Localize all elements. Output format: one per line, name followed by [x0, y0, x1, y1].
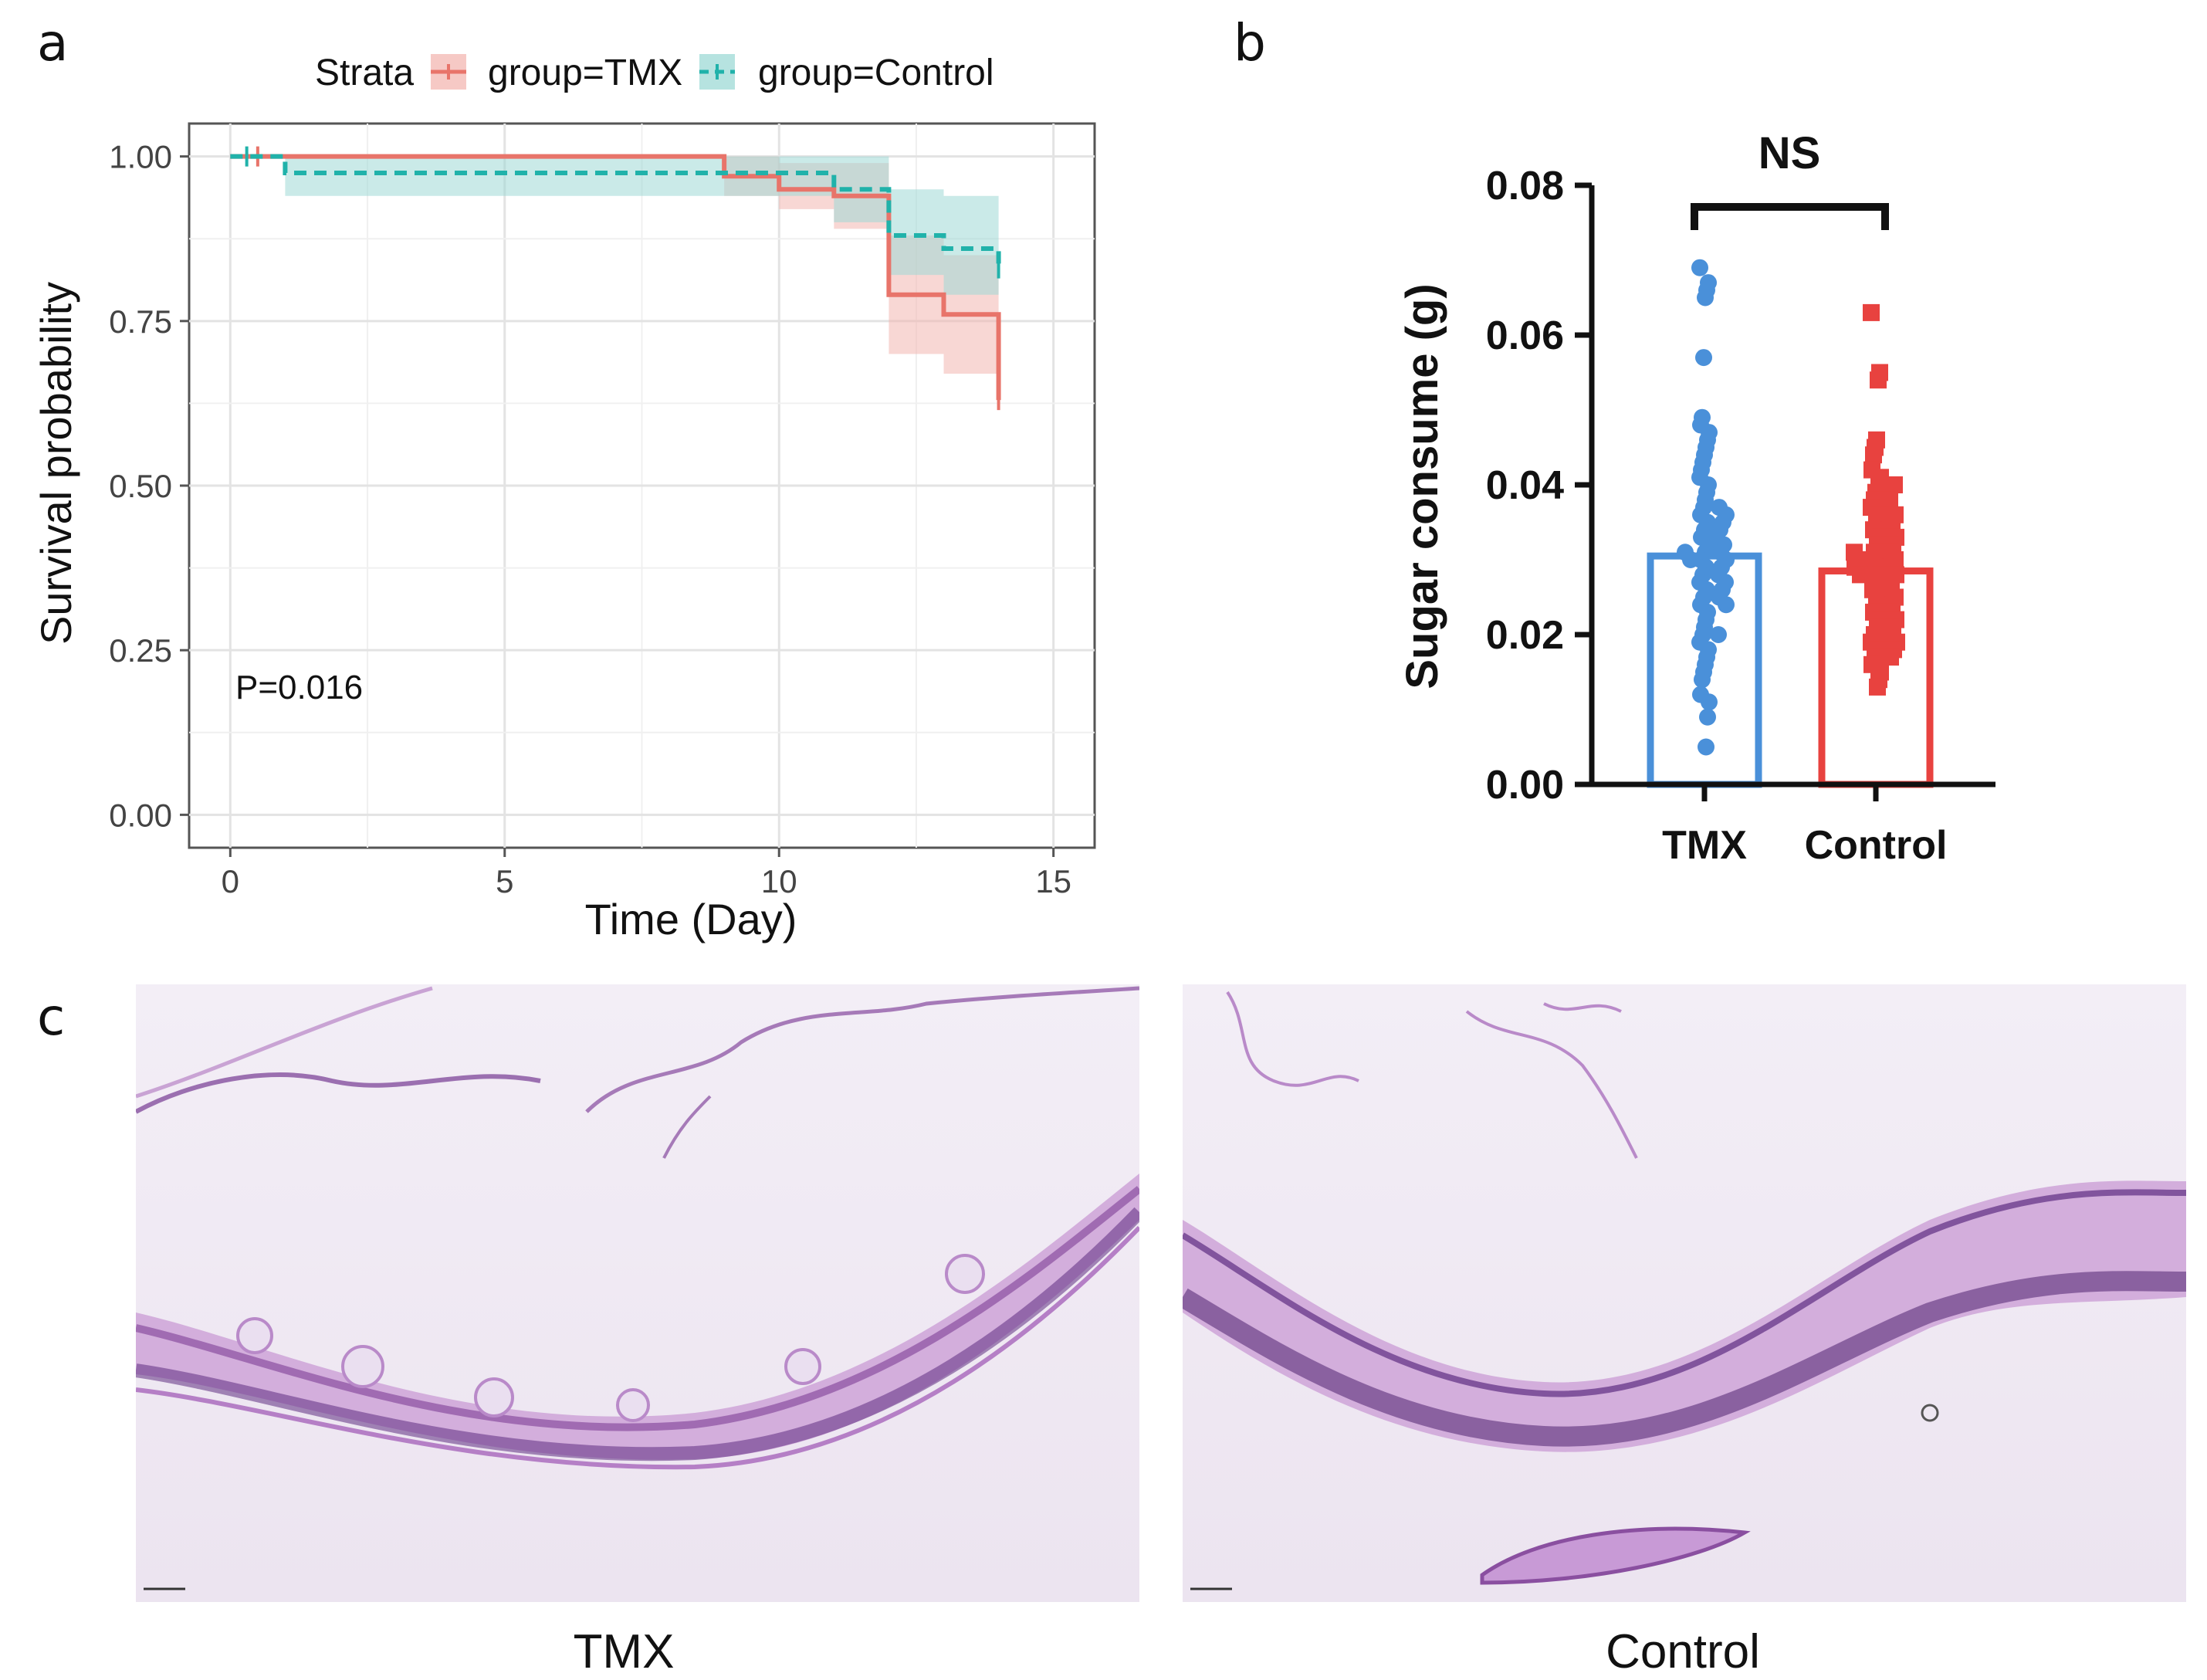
km-y-tick-label: 0.25	[109, 632, 172, 669]
km-y-axis-title: Survival probability	[32, 282, 80, 645]
panel-letter-c: c	[37, 987, 65, 1047]
significance-bracket: NS	[1691, 128, 1889, 230]
point-tmx	[1710, 626, 1727, 643]
km-line-control	[230, 154, 1001, 269]
km-x-tick-label: 10	[761, 863, 797, 899]
point-control	[1869, 678, 1886, 696]
bar-y-tick-label: 0.02	[1486, 613, 1564, 658]
km-x-tick-label: 0	[222, 863, 239, 899]
bar-y-tick-label: 0.08	[1486, 164, 1564, 208]
point-tmx	[1691, 259, 1708, 276]
bar-axes: TMX Control 0.00 0.02 0.04 0.06 0.08	[1486, 164, 1995, 868]
legend-label-tmx: group=TMX	[488, 52, 682, 93]
km-lines	[230, 146, 1001, 411]
bar-x-tick-label-tmx: TMX	[1662, 823, 1747, 868]
point-tmx	[1698, 738, 1714, 756]
point-control	[1863, 303, 1880, 321]
bar-y-tick-label: 0.04	[1486, 463, 1564, 508]
panel-letter-a: a	[37, 13, 68, 73]
bar-x-tick-label-control: Control	[1805, 823, 1948, 868]
bar-plot: TMX Control 0.00 0.02 0.04 0.06 0.08 NS	[1486, 128, 1995, 868]
legend-label-control: group=Control	[758, 52, 994, 93]
km-y-tick-label: 0.75	[109, 303, 172, 340]
significance-label: NS	[1758, 128, 1821, 178]
point-tmx	[1701, 693, 1718, 711]
km-y-tick-label: 0.00	[109, 797, 172, 833]
km-y-tick-label: 1.00	[109, 139, 172, 175]
km-pvalue: P=0.016	[235, 669, 363, 706]
km-ticks: 0 5 10 15 0.00 0.25 0.50 0.75 1.00	[109, 139, 1071, 899]
micrograph-tmx	[136, 984, 1139, 1602]
panel-letter-b: b	[1234, 13, 1266, 73]
point-control	[1865, 446, 1882, 464]
point-tmx	[1718, 596, 1735, 614]
point-tmx	[1699, 708, 1716, 726]
point-tmx	[1694, 671, 1711, 689]
point-control	[1852, 566, 1869, 584]
bar-y-tick-label: 0.06	[1486, 313, 1564, 358]
km-legend: Strata group=TMX group=Control	[315, 52, 994, 93]
km-x-axis-title: Time (Day)	[585, 895, 797, 943]
km-y-tick-label: 0.50	[109, 468, 172, 504]
bar-points	[1677, 259, 1905, 756]
bar-y-axis-title: Sugar consume (g)	[1397, 283, 1447, 689]
km-plot: 0 5 10 15 0.00 0.25 0.50 0.75 1.00 P=0.016	[109, 122, 1096, 899]
micrograph-caption-tmx: TMX	[574, 1625, 675, 1678]
point-control	[1881, 491, 1898, 509]
km-x-tick-label: 5	[496, 863, 513, 899]
point-tmx	[1695, 349, 1712, 367]
km-line-tmx	[230, 154, 1001, 401]
point-tmx	[1697, 289, 1714, 307]
micrograph-caption-control: Control	[1606, 1625, 1760, 1678]
micrograph-control	[1183, 984, 2186, 1602]
point-control	[1882, 649, 1899, 666]
point-tmx	[1682, 551, 1699, 568]
bar-y-tick-label: 0.00	[1486, 763, 1564, 808]
point-control	[1886, 476, 1903, 493]
legend-title: Strata	[315, 52, 414, 93]
point-control	[1870, 371, 1887, 389]
km-x-tick-label: 15	[1035, 863, 1071, 899]
